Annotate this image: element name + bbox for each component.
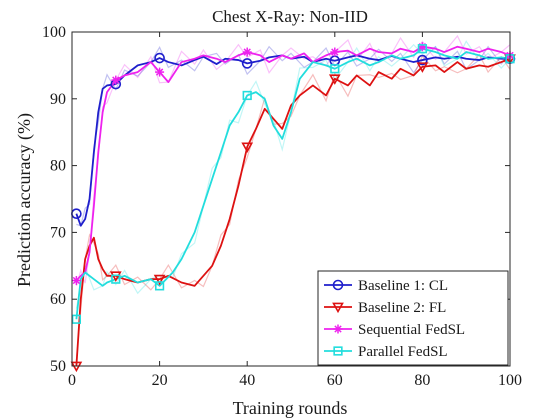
triangle-marker: [153, 274, 166, 286]
legend-box: [317, 270, 509, 366]
y-tick-label: 100: [42, 24, 66, 41]
x-axis-label: Training rounds: [233, 398, 348, 418]
triangle-marker: [416, 62, 429, 73]
square-marker: [242, 90, 252, 101]
y-tick-label: 50: [50, 358, 66, 375]
x-tick-label: 20: [152, 372, 168, 389]
square-marker: [330, 64, 340, 74]
asterisk-marker: [333, 324, 343, 334]
chart-title: Chest X-Ray: Non-IID: [212, 7, 368, 26]
circle-marker: [332, 279, 344, 291]
plot-frame: [71, 31, 511, 367]
square-marker: [417, 44, 428, 54]
asterisk-marker: [111, 75, 121, 85]
triangle-marker: [328, 74, 341, 85]
tick-layer: 0 20 40 60 80 100 50 60 70 80 90 100: [42, 24, 522, 389]
faint-line-sequential-fedsl: [75, 34, 510, 287]
circle-marker: [154, 52, 165, 64]
triangle-marker: [241, 142, 254, 154]
y-tick-label: 70: [50, 224, 66, 241]
asterisk-marker: [155, 67, 165, 77]
y-tick-label: 60: [50, 291, 66, 308]
y-axis-label: Prediction accuracy (%): [14, 113, 35, 287]
faint-line-parallel-fedsl: [75, 40, 510, 309]
series-line-sequential-fedsl: [75, 45, 510, 282]
marker-layer: [70, 42, 516, 373]
y-tick-label: 90: [50, 91, 66, 108]
x-tick-label: 60: [327, 372, 343, 389]
legend-label: Baseline 2: FL: [358, 300, 446, 316]
square-marker: [71, 314, 82, 324]
y-tick-label: 80: [50, 158, 66, 175]
series-line-parallel-fedsl: [75, 47, 510, 320]
triangle-marker: [332, 302, 344, 314]
legend-label: Parallel FedSL: [358, 344, 448, 360]
asterisk-marker: [71, 275, 81, 285]
x-tick-label: 0: [68, 372, 76, 389]
series-line-baseline-1-cl: [75, 54, 510, 227]
circle-marker: [241, 58, 253, 69]
asterisk-marker: [330, 47, 340, 57]
square-marker: [154, 281, 165, 291]
triangle-marker: [109, 271, 122, 282]
faint-line-baseline-1-cl: [76, 45, 510, 227]
legend-label: Sequential FedSL: [358, 322, 465, 338]
x-tick-label: 100: [498, 372, 522, 389]
square-marker: [111, 274, 121, 284]
circle-marker: [417, 54, 428, 66]
legend-label: Baseline 1: CL: [358, 278, 448, 294]
square-marker: [333, 346, 343, 356]
asterisk-marker: [242, 47, 252, 57]
x-tick-label: 40: [239, 372, 255, 389]
x-tick-label: 80: [414, 372, 430, 389]
legend: Baseline 1: CL Baseline 2: FL Sequential F…: [317, 270, 509, 366]
